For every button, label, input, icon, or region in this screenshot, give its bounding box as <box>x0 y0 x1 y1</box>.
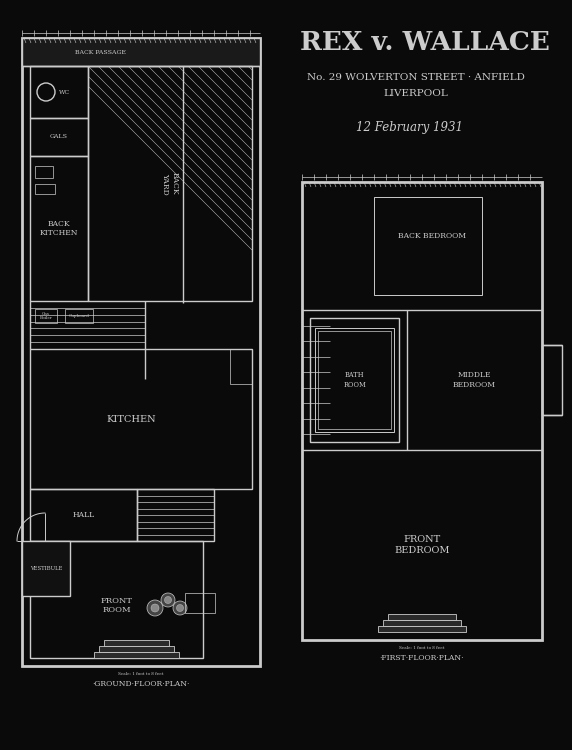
Bar <box>93 652 178 658</box>
Bar <box>302 182 542 640</box>
Text: ·FIRST·FLOOR·PLAN·: ·FIRST·FLOOR·PLAN· <box>380 654 464 662</box>
Text: VESTIBULE: VESTIBULE <box>30 566 62 571</box>
Bar <box>318 331 391 429</box>
Bar <box>30 349 252 489</box>
Text: MIDDLE
BEDROOM: MIDDLE BEDROOM <box>453 371 496 388</box>
Circle shape <box>161 593 175 607</box>
Text: REX v. WALLACE: REX v. WALLACE <box>300 29 550 55</box>
Text: BATH
ROOM: BATH ROOM <box>343 371 366 388</box>
Text: BACK
YARD: BACK YARD <box>161 172 178 195</box>
Bar <box>35 309 57 323</box>
Circle shape <box>173 601 187 615</box>
Bar <box>185 593 215 613</box>
Bar <box>22 38 260 66</box>
Bar <box>35 184 55 194</box>
Text: GALS: GALS <box>50 134 68 140</box>
Bar <box>30 66 88 118</box>
Bar <box>104 640 169 646</box>
Bar <box>315 328 394 432</box>
Text: BACK PASSAGE: BACK PASSAGE <box>75 50 126 55</box>
Text: BACK BEDROOM: BACK BEDROOM <box>398 232 466 240</box>
Bar <box>137 489 214 541</box>
Bar <box>374 197 482 295</box>
Bar <box>98 646 173 652</box>
Circle shape <box>177 604 184 611</box>
Bar <box>30 489 137 541</box>
Bar <box>30 156 88 301</box>
Bar <box>22 38 260 666</box>
Text: No. 29 WOLVERTON STREET · ANFIELD: No. 29 WOLVERTON STREET · ANFIELD <box>307 74 525 82</box>
Bar <box>388 614 456 620</box>
Text: ·GROUND·FLOOR·PLAN·: ·GROUND·FLOOR·PLAN· <box>92 680 190 688</box>
Bar <box>65 309 93 323</box>
Circle shape <box>165 596 172 604</box>
Bar <box>542 345 562 415</box>
Text: 12 February 1931: 12 February 1931 <box>356 122 463 134</box>
Bar <box>30 541 203 658</box>
Text: Scale: 1 foot to 8 feet: Scale: 1 foot to 8 feet <box>118 672 164 676</box>
Text: BACK
KITCHEN: BACK KITCHEN <box>39 220 78 237</box>
Bar <box>22 541 70 596</box>
Bar <box>383 620 461 626</box>
Text: FRONT
ROOM: FRONT ROOM <box>101 597 133 614</box>
Text: WC: WC <box>59 89 70 94</box>
Text: LIVERPOOL: LIVERPOOL <box>384 89 448 98</box>
Text: KITCHEN: KITCHEN <box>106 415 156 424</box>
Circle shape <box>151 604 159 612</box>
Bar <box>35 166 53 178</box>
Bar <box>230 349 252 384</box>
Bar <box>30 118 88 156</box>
Text: Scale: 1 foot to 8 feet: Scale: 1 foot to 8 feet <box>399 646 445 650</box>
Bar <box>88 66 252 301</box>
Bar <box>378 626 466 632</box>
Text: HALL: HALL <box>72 511 94 519</box>
Text: Gas
Boiler: Gas Boiler <box>39 312 53 320</box>
Text: FRONT
BEDROOM: FRONT BEDROOM <box>394 536 450 555</box>
Text: Cupboard: Cupboard <box>69 314 89 318</box>
Bar <box>310 318 399 442</box>
Circle shape <box>147 600 163 616</box>
